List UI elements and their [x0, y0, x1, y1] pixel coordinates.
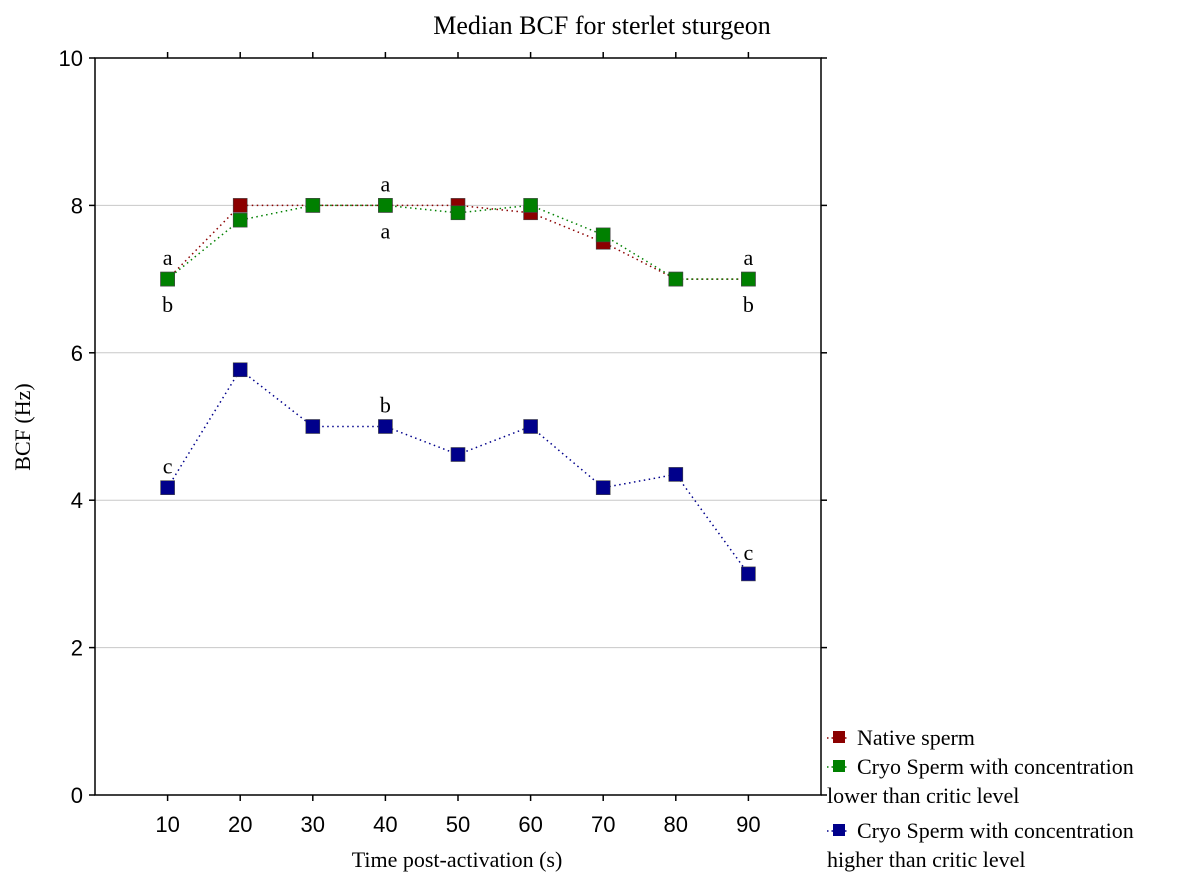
data-point — [232, 212, 248, 228]
legend-label: Cryo Sperm with concentration lower than … — [827, 754, 1134, 808]
annotation-label: b — [162, 292, 173, 317]
data-point — [668, 467, 684, 482]
data-point — [160, 271, 175, 287]
data-point — [378, 198, 393, 213]
annotation-label: a — [163, 245, 173, 270]
series-line — [167, 204, 749, 280]
data-point — [450, 447, 466, 462]
series-group — [160, 198, 756, 582]
series-line — [166, 368, 750, 575]
legend-label: Native sperm — [857, 725, 975, 750]
annotation-label: a — [744, 245, 754, 270]
data-point — [232, 198, 248, 213]
annotation-label: a — [381, 171, 391, 196]
y-tick-label: 0 — [71, 783, 83, 808]
x-tick-label: 50 — [446, 812, 470, 837]
annotation-label: a — [381, 218, 391, 243]
data-point — [523, 198, 538, 213]
y-axis-label: BCF (Hz) — [10, 383, 35, 470]
data-point — [305, 419, 321, 434]
data-point — [741, 566, 756, 582]
data-point — [523, 419, 538, 434]
axis-ticks: 0 2 4 6 8 10 10 20 30 40 50 60 70 80 90 — [59, 46, 827, 837]
x-tick-label: 40 — [373, 812, 397, 837]
legend-label: Cryo Sperm with concentration higher than… — [827, 818, 1134, 872]
data-point — [450, 205, 466, 221]
legend-marker — [833, 731, 845, 743]
annotation-label: c — [163, 454, 173, 479]
legend: Native sperm Cryo Sperm with concentratio… — [827, 725, 1134, 872]
y-tick-label: 6 — [71, 341, 83, 366]
series-3 — [160, 362, 756, 582]
data-point — [160, 480, 175, 495]
data-point — [595, 227, 611, 243]
plot-frame — [94, 57, 822, 796]
legend-marker — [833, 824, 845, 836]
y-tick-label: 8 — [71, 193, 83, 218]
annotation-label: c — [744, 540, 754, 565]
y-tick-label: 2 — [71, 636, 83, 661]
chart-title: Median BCF for sterlet sturgeon — [433, 11, 770, 40]
data-point — [305, 198, 321, 213]
data-point — [595, 480, 611, 495]
x-tick-label: 60 — [518, 812, 542, 837]
x-axis-label: Time post-activation (s) — [352, 847, 563, 872]
x-tick-label: 80 — [664, 812, 688, 837]
annotation-label: b — [743, 292, 754, 317]
annotation-label: b — [380, 393, 391, 418]
legend-marker — [833, 760, 845, 772]
x-tick-label: 10 — [155, 812, 179, 837]
x-tick-label: 20 — [228, 812, 252, 837]
data-point — [378, 419, 393, 434]
data-point — [741, 271, 756, 287]
y-tick-label: 4 — [71, 488, 83, 513]
data-point — [668, 271, 684, 287]
x-tick-label: 90 — [736, 812, 760, 837]
x-tick-label: 30 — [301, 812, 325, 837]
x-tick-label: 70 — [591, 812, 615, 837]
y-tick-label: 10 — [59, 46, 83, 71]
series-2 — [160, 198, 756, 287]
data-point — [232, 362, 248, 378]
grid-lines — [95, 204, 821, 649]
